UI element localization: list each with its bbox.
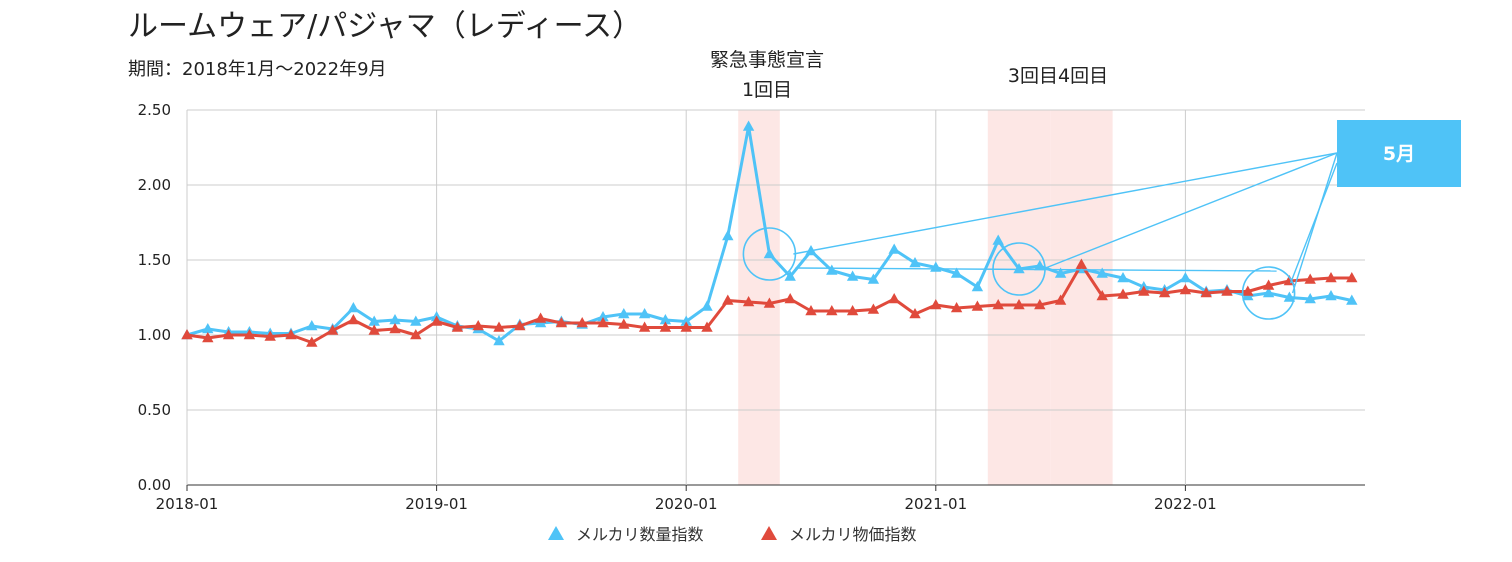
callout-label: 5月 [1383, 143, 1415, 165]
x-tick-label-0: 2018-01 [156, 495, 219, 513]
shaded-period-1 [988, 110, 1050, 485]
series-0-point-34 [889, 244, 900, 254]
legend-marker-price-icon [761, 526, 777, 540]
x-axis: 2018-01 2019-01 2020-01 2021-01 2022-01 [156, 485, 1217, 513]
annotation-third-fourth: 3回目4回目 [1008, 65, 1108, 87]
series-1-point-17 [535, 313, 546, 323]
chart-title: ルームウェア/パジャマ（レディース） [128, 9, 642, 44]
annotation-emergency-line1: 緊急事態宣言 [710, 49, 824, 71]
y-tick-label-0: 0.00 [138, 476, 171, 494]
legend-marker-quantity-icon [548, 526, 564, 540]
y-axis: 0.00 0.50 1.00 1.50 2.00 2.50 [138, 101, 171, 494]
x-tick-label-4: 2022-01 [1154, 495, 1217, 513]
shaded-period-0 [738, 110, 780, 485]
legend-label-quantity: メルカリ数量指数 [576, 525, 704, 544]
annotation-emergency-line2: 1回目 [742, 79, 792, 101]
callout-connector-last [1291, 163, 1337, 283]
series-0-point-26 [722, 230, 733, 240]
callout-connector-2 [1293, 153, 1337, 293]
y-tick-label-5: 2.50 [138, 101, 171, 119]
y-tick-label-4: 2.00 [138, 176, 171, 194]
series-1-point-8 [348, 314, 359, 324]
series-0-point-8 [348, 302, 359, 312]
legend-label-price: メルカリ物価指数 [789, 525, 917, 544]
y-tick-label-2: 1.00 [138, 326, 171, 344]
x-tick-label-1: 2019-01 [405, 495, 468, 513]
x-tick-label-2: 2020-01 [655, 495, 718, 513]
series-1-point-34 [889, 293, 900, 303]
chart-subtitle: 期間：2018年1月〜2022年9月 [128, 59, 387, 80]
x-tick-label-3: 2021-01 [904, 495, 967, 513]
series-1-point-29 [785, 293, 796, 303]
y-tick-label-1: 0.50 [138, 401, 171, 419]
series-0-point-25 [701, 301, 712, 311]
shaded-periods [738, 110, 1112, 485]
legend: メルカリ数量指数 メルカリ物価指数 [548, 525, 917, 544]
series-0-point-48 [1180, 272, 1191, 282]
y-tick-label-3: 1.50 [138, 251, 171, 269]
